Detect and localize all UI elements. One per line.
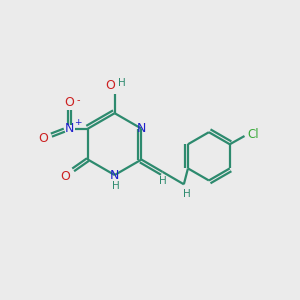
Text: H: H <box>159 176 167 186</box>
Text: O: O <box>60 170 70 183</box>
Text: O: O <box>105 79 115 92</box>
Text: N: N <box>137 122 146 135</box>
Text: O: O <box>64 96 74 109</box>
Text: O: O <box>38 132 48 145</box>
Text: H: H <box>118 78 126 88</box>
Text: -: - <box>77 95 80 105</box>
Text: N: N <box>110 169 119 182</box>
Text: Cl: Cl <box>247 128 259 141</box>
Text: +: + <box>74 118 82 127</box>
Text: H: H <box>112 181 120 191</box>
Text: N: N <box>65 122 74 135</box>
Text: H: H <box>183 189 191 199</box>
